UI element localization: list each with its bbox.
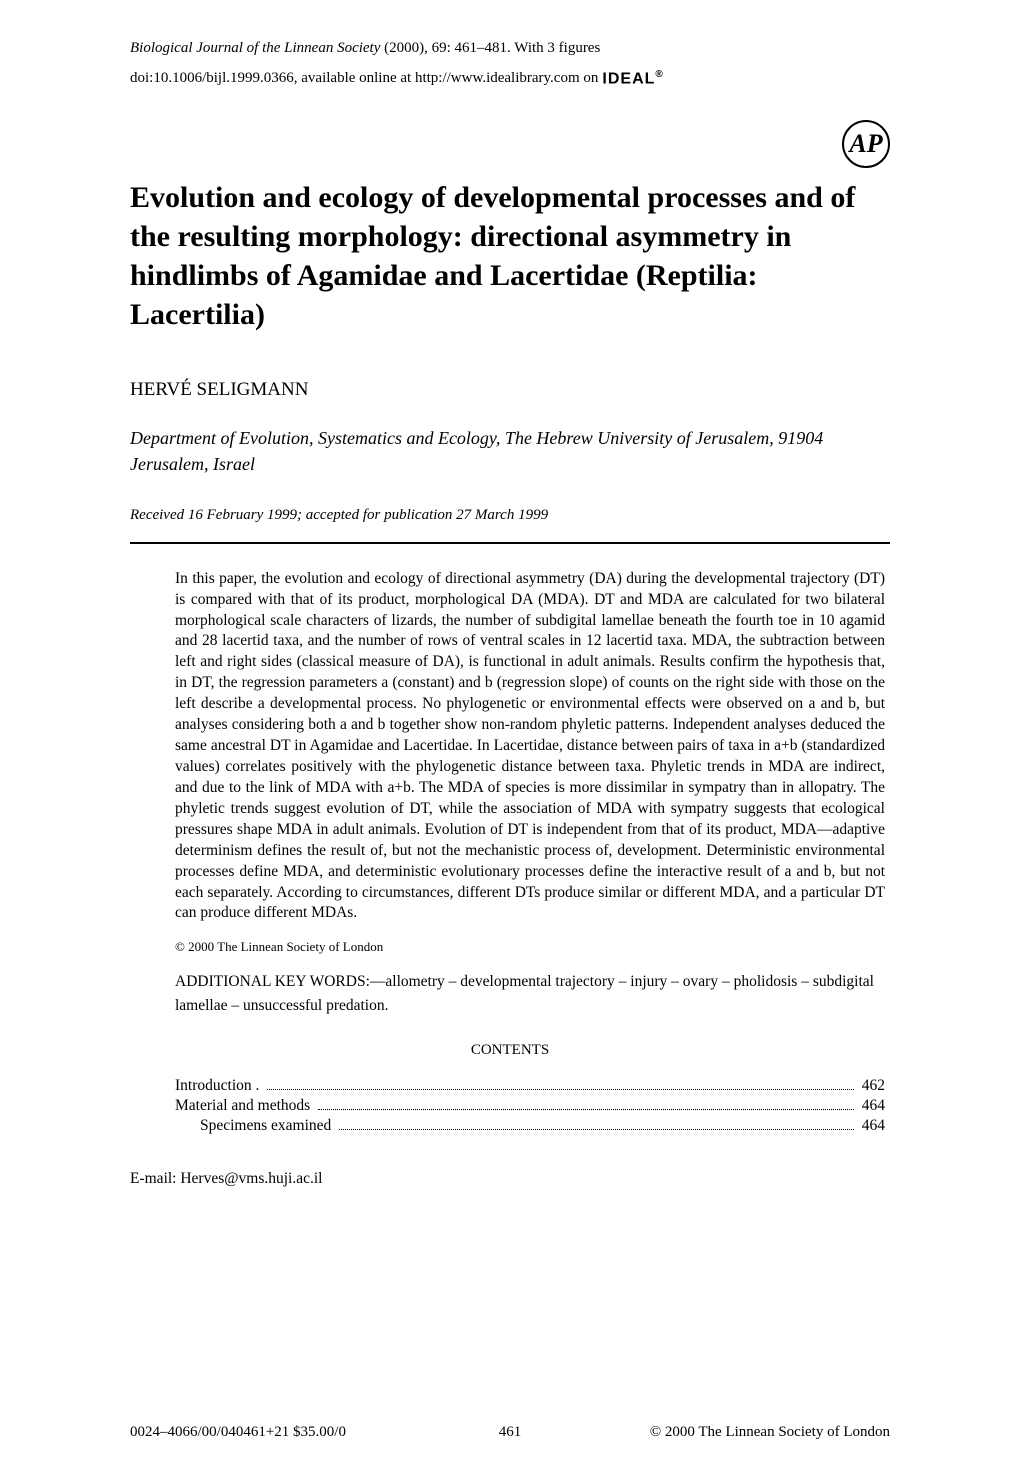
publisher-logo: AP <box>842 120 890 168</box>
toc-page-number: 462 <box>862 1077 885 1095</box>
footer-issn: 0024–4066/00/040461+21 $35.00/0 <box>130 1424 346 1441</box>
journal-volume: (2000), 69: 461–481. With 3 figures <box>380 40 600 56</box>
page-footer: 0024–4066/00/040461+21 $35.00/0 461 © 20… <box>130 1424 890 1441</box>
keywords-line: ADDITIONAL KEY WORDS:—allometry – develo… <box>130 970 890 1017</box>
footer-copyright: © 2000 The Linnean Society of London <box>650 1424 890 1441</box>
toc-page-number: 464 <box>862 1117 885 1135</box>
journal-name: Biological Journal of the Linnean Societ… <box>130 40 380 56</box>
author-affiliation: Department of Evolution, Systematics and… <box>130 426 890 476</box>
submission-dates: Received 16 February 1999; accepted for … <box>130 507 890 524</box>
toc-row: Material and methods 464 <box>175 1097 885 1115</box>
divider-rule <box>130 542 890 544</box>
toc-label: Material and methods <box>175 1097 310 1115</box>
abstract-text: In this paper, the evolution and ecology… <box>130 569 890 925</box>
author-email: E-mail: Herves@vms.huji.ac.il <box>130 1170 890 1188</box>
toc-leader-dots <box>267 1089 853 1090</box>
ideal-registered: ® <box>655 69 663 80</box>
ideal-logo: IDEAL® <box>602 69 663 88</box>
toc-label: Specimens examined <box>200 1117 331 1135</box>
abstract-copyright: © 2000 The Linnean Society of London <box>130 939 890 955</box>
toc-page-number: 464 <box>862 1097 885 1115</box>
ap-label: AP <box>849 129 882 159</box>
table-of-contents: Introduction . 462 Material and methods 464… <box>130 1077 890 1135</box>
toc-label: Introduction . <box>175 1077 259 1095</box>
ideal-label: IDEAL <box>602 70 655 87</box>
toc-row: Specimens examined 464 <box>175 1117 885 1135</box>
author-name: HERVÉ SELIGMANN <box>130 379 890 401</box>
journal-citation: Biological Journal of the Linnean Societ… <box>130 40 890 57</box>
toc-leader-dots <box>318 1109 854 1110</box>
toc-leader-dots <box>339 1129 853 1130</box>
toc-row: Introduction . 462 <box>175 1077 885 1095</box>
doi-text: doi:10.1006/bijl.1999.0366, available on… <box>130 70 598 87</box>
doi-line: doi:10.1006/bijl.1999.0366, available on… <box>130 69 890 88</box>
page-number: 461 <box>499 1424 522 1441</box>
article-title: Evolution and ecology of developmental p… <box>130 178 890 334</box>
contents-heading: CONTENTS <box>130 1042 890 1059</box>
